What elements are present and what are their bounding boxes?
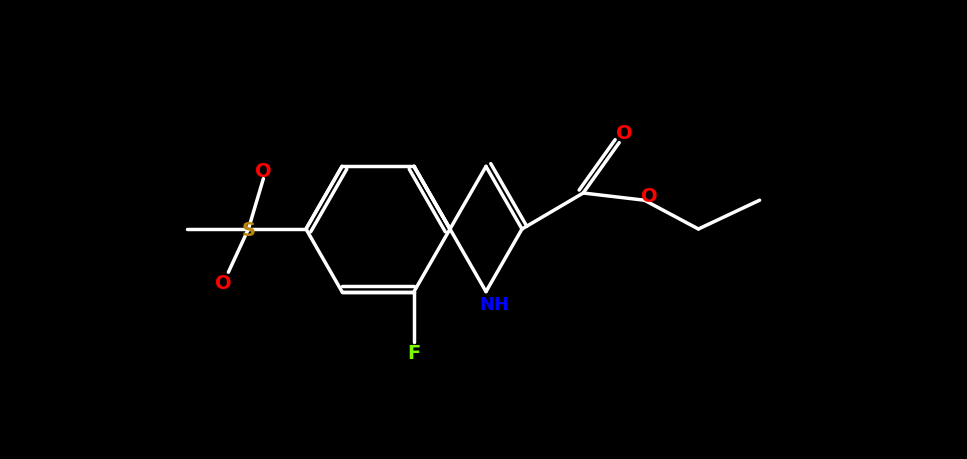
- Text: O: O: [616, 124, 632, 143]
- Text: S: S: [242, 220, 255, 239]
- Text: O: O: [641, 186, 658, 205]
- Text: O: O: [255, 162, 272, 181]
- Text: F: F: [407, 343, 421, 362]
- Text: O: O: [215, 273, 232, 292]
- Text: NH: NH: [479, 295, 509, 313]
